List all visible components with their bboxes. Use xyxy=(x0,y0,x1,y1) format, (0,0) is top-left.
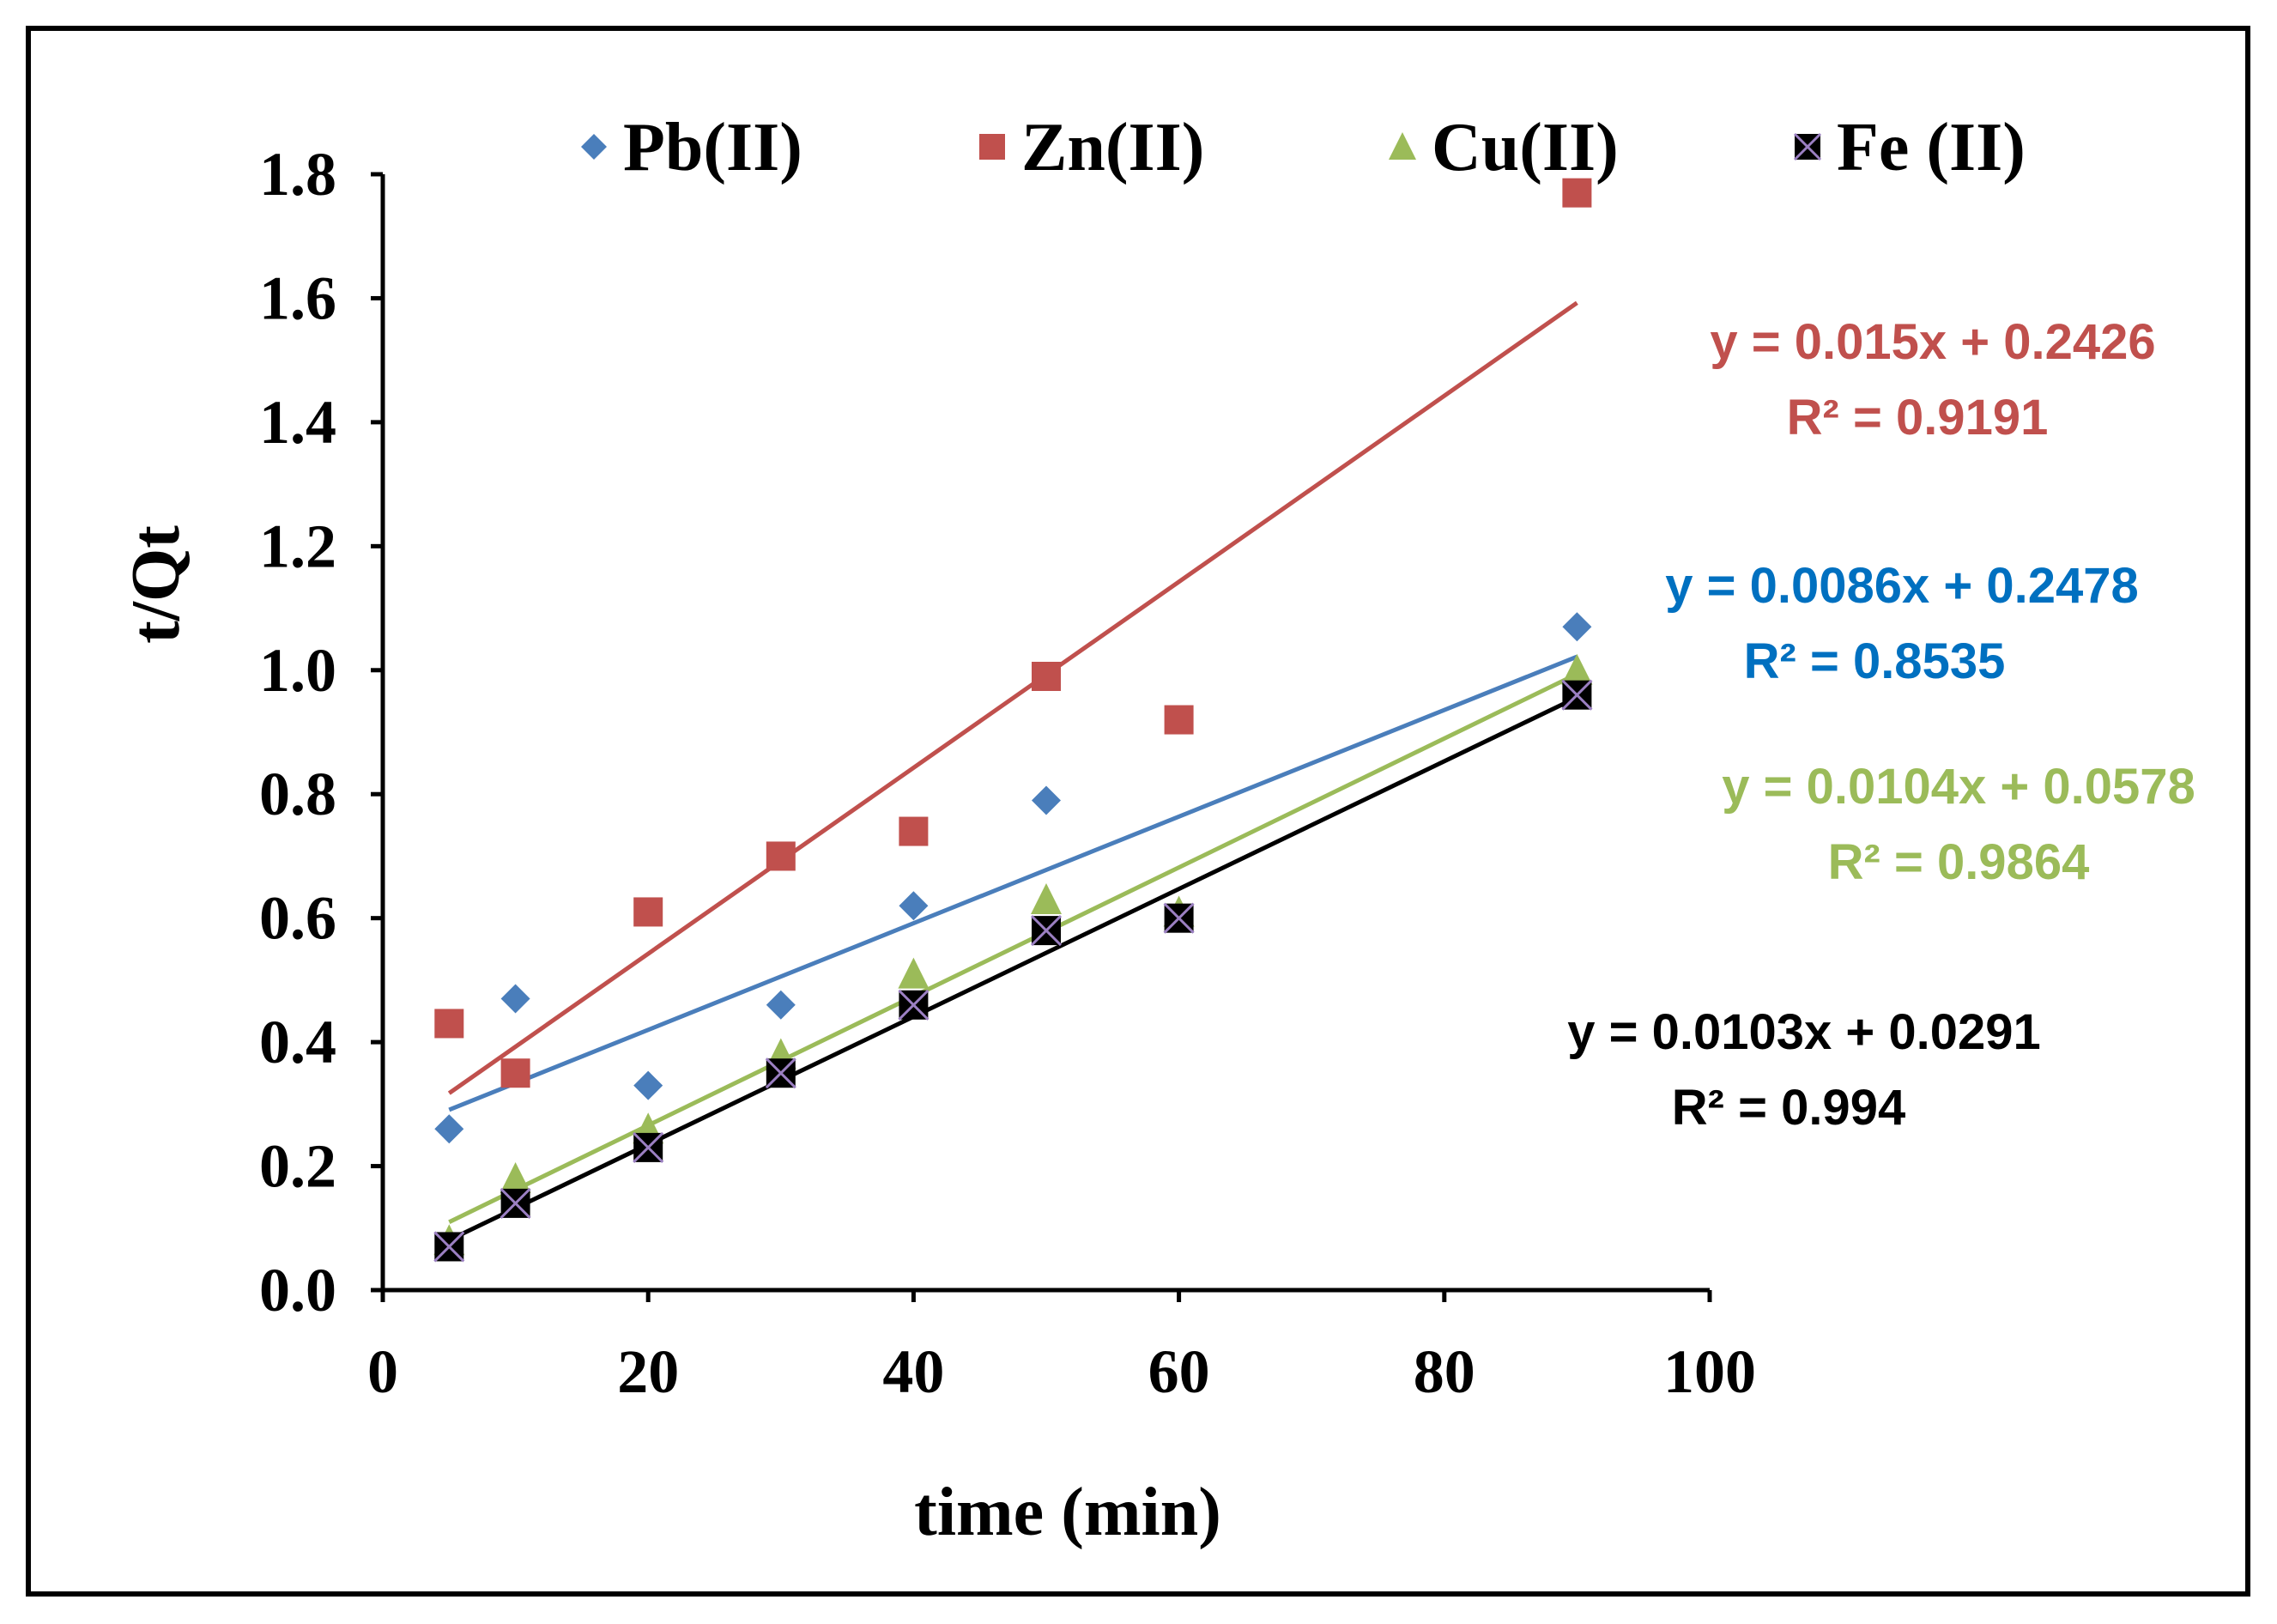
marker-cross xyxy=(433,1231,465,1263)
data-point xyxy=(1164,705,1194,735)
x-tick-label: 40 xyxy=(882,1337,944,1406)
r-squared-label: R² = 0.9191 xyxy=(1787,390,2049,445)
x-tick-label: 20 xyxy=(617,1337,679,1406)
legend-marker xyxy=(1793,132,1822,161)
data-point xyxy=(1561,653,1593,685)
data-point xyxy=(1163,902,1195,934)
marker-cross xyxy=(898,989,930,1021)
trendline-equation: y = 0.015x + 0.2426 xyxy=(1710,314,2155,370)
data-point xyxy=(434,1114,464,1144)
legend-marker xyxy=(581,134,607,160)
data-point xyxy=(633,1070,663,1100)
y-tick-label: 0.6 xyxy=(259,884,336,953)
trendline-equation: y = 0.0103x + 0.0291 xyxy=(1567,1004,2041,1060)
data-point xyxy=(1032,662,1061,691)
legend-label: Pb(II) xyxy=(623,110,802,185)
y-tick-label: 1.4 xyxy=(259,388,336,457)
data-points xyxy=(433,178,1593,1263)
marker-cross xyxy=(633,1131,664,1163)
data-point xyxy=(1562,612,1592,642)
data-point xyxy=(500,1187,531,1219)
y-tick-label: 0.0 xyxy=(259,1256,336,1324)
y-tick-label: 0.4 xyxy=(259,1008,336,1076)
marker-cross xyxy=(1561,679,1593,711)
data-point xyxy=(633,1131,664,1163)
data-point xyxy=(899,891,929,921)
data-point xyxy=(433,1231,465,1263)
legend-label: Fe (II) xyxy=(1837,110,2026,185)
data-point xyxy=(766,990,796,1020)
data-point xyxy=(1561,679,1593,711)
x-tick-label: 60 xyxy=(1148,1337,1210,1406)
data-point xyxy=(434,1009,464,1039)
marker-cross xyxy=(1163,902,1195,934)
data-point xyxy=(500,1162,531,1193)
r-squared-label: R² = 0.9864 xyxy=(1828,834,2090,890)
data-point xyxy=(633,897,663,927)
legend-marker xyxy=(979,134,1005,160)
data-point xyxy=(766,841,796,871)
y-tick-label: 0.2 xyxy=(259,1132,336,1201)
data-point xyxy=(898,957,930,989)
data-point xyxy=(1031,883,1062,914)
chart-frame: 0.0 0.2 0.4 0.6 0.8 1.0 1.2 1.4 1.6 1.8 0 20 40 60 80 1… xyxy=(26,26,2250,1597)
x-tick-label: 0 xyxy=(367,1337,398,1406)
trendline-equation: y = 0.0086x + 0.2478 xyxy=(1665,558,2139,614)
y-tick-label: 1.2 xyxy=(259,512,336,580)
data-point xyxy=(1030,915,1063,947)
marker-cross xyxy=(765,1057,796,1089)
legend-label: Zn(II) xyxy=(1021,110,1204,185)
legend-marker xyxy=(1389,132,1416,160)
trendline-equation: y = 0.0104x + 0.0578 xyxy=(1722,759,2195,815)
trendline-pbii xyxy=(448,654,1578,1112)
equations: y = 0.0086x + 0.2478 R² = 0.8535 y = 0.015… xyxy=(1567,314,2195,1136)
data-point xyxy=(899,816,929,846)
data-point xyxy=(1562,178,1592,208)
y-tick-label: 0.8 xyxy=(259,760,336,828)
r-squared-label: R² = 0.8535 xyxy=(1744,633,2006,689)
trendline-cuii xyxy=(448,672,1578,1224)
data-point xyxy=(500,1058,530,1088)
data-point xyxy=(898,989,930,1021)
marker-cross xyxy=(1030,915,1063,947)
data-point xyxy=(500,984,530,1014)
axes: 0.0 0.2 0.4 0.6 0.8 1.0 1.2 1.4 1.6 1.8 0 20 40 60 80 1… xyxy=(259,140,1756,1406)
legend: Pb(II) Zn(II) Cu(II) Fe (II) xyxy=(581,110,2026,185)
y-axis-title: t/Qt xyxy=(118,525,194,644)
trendline-znii xyxy=(447,300,1578,1095)
trendline-feii xyxy=(448,695,1578,1243)
marker-cross xyxy=(1793,132,1822,161)
data-point xyxy=(1032,785,1061,815)
data-point xyxy=(765,1057,796,1089)
chart-svg: 0.0 0.2 0.4 0.6 0.8 1.0 1.2 1.4 1.6 1.8 0 20 40 60 80 1… xyxy=(118,110,2195,1550)
y-tick-label: 1.6 xyxy=(259,264,336,332)
legend-label: Cu(II) xyxy=(1432,110,1619,185)
marker-cross xyxy=(500,1187,531,1219)
r-squared-label: R² = 0.994 xyxy=(1672,1080,1905,1136)
x-tick-label: 80 xyxy=(1414,1337,1475,1406)
x-tick-label: 100 xyxy=(1663,1337,1756,1406)
trendlines xyxy=(447,300,1578,1243)
x-axis-title: time (min) xyxy=(914,1475,1221,1550)
y-tick-label: 1.0 xyxy=(259,636,336,705)
y-tick-label: 1.8 xyxy=(259,140,336,209)
